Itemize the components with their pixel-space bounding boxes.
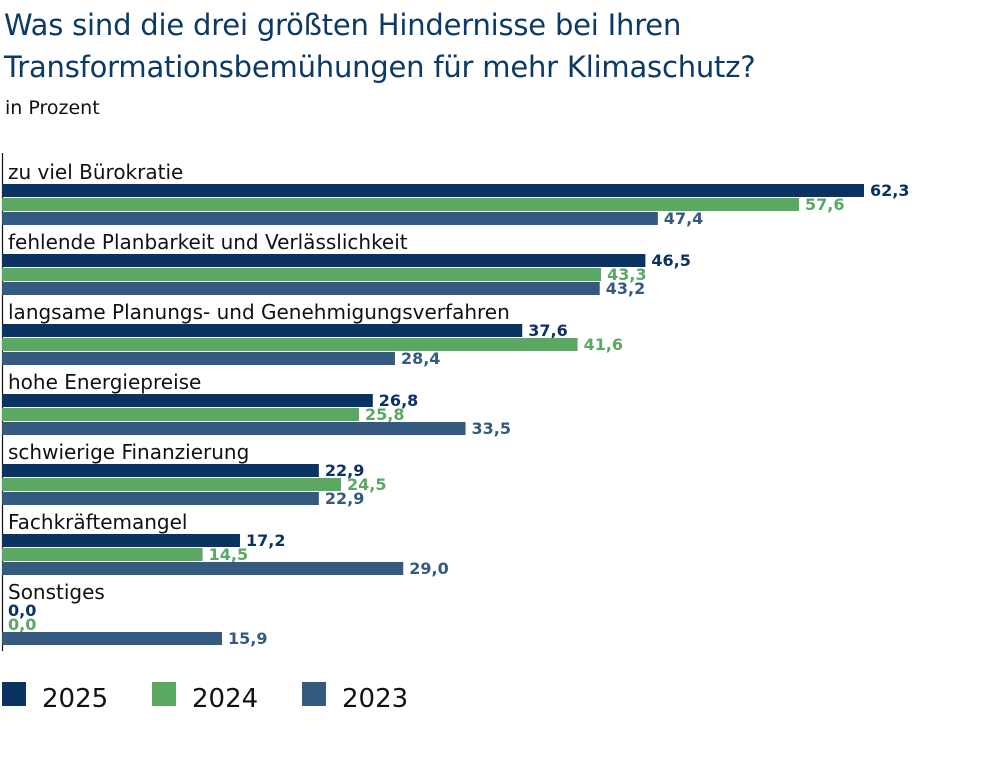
category-label: Sonstiges	[8, 580, 105, 604]
legend-label-2023: 2023	[342, 684, 408, 714]
data-label-2024: 43,3	[607, 265, 646, 284]
bar-2023	[2, 422, 466, 435]
bar-2025	[2, 184, 864, 197]
data-label-2023: 33,5	[472, 419, 511, 438]
data-label-2024: 57,6	[805, 195, 844, 214]
data-label-2025: 17,2	[246, 531, 285, 550]
data-label-2023: 29,0	[409, 559, 448, 578]
data-label-2024: 25,8	[365, 405, 404, 424]
category-label: zu viel Bürokratie	[8, 160, 183, 184]
category-label: fehlende Planbarkeit und Verlässlichkeit	[8, 230, 408, 254]
data-label-2023: 22,9	[325, 489, 364, 508]
bar-2024	[2, 478, 341, 491]
bar-2025	[2, 534, 240, 547]
data-label-2024: 24,5	[347, 475, 386, 494]
legend-swatch-2024	[152, 682, 176, 706]
data-label-2025: 26,8	[379, 391, 418, 410]
data-label-2024: 0,0	[8, 615, 36, 634]
category-label: schwierige Finanzierung	[8, 440, 249, 464]
category-label: langsame Planungs- und Genehmigungsverfa…	[8, 300, 510, 324]
bar-2024	[2, 338, 578, 351]
data-label-2024: 41,6	[584, 335, 623, 354]
legend-swatch-2025	[2, 682, 26, 706]
bar-2025	[2, 464, 319, 477]
legend-label-2024: 2024	[192, 684, 258, 714]
data-label-2025: 22,9	[325, 461, 364, 480]
data-label-2023: 15,9	[228, 629, 267, 648]
category-label: hohe Energiepreise	[8, 370, 201, 394]
bar-2024	[2, 548, 203, 561]
data-label-2025: 0,0	[8, 601, 36, 620]
bar-2023	[2, 282, 600, 295]
bar-2023	[2, 562, 404, 575]
chart-title: Was sind die drei größten Hindernisse be…	[4, 8, 756, 84]
bar-2025	[2, 254, 646, 267]
bar-2023	[2, 492, 319, 505]
bar-2023	[2, 212, 658, 225]
bar-2023	[2, 352, 395, 365]
legend-swatch-2023	[302, 682, 326, 706]
bar-2024	[2, 198, 799, 211]
data-label-2025: 46,5	[651, 251, 690, 270]
data-label-2023: 28,4	[401, 349, 440, 368]
bar-2024	[2, 408, 359, 421]
category-label: Fachkräftemangel	[8, 510, 187, 534]
data-label-2024: 14,5	[209, 545, 248, 564]
bar-2025	[2, 394, 373, 407]
bar-2024	[2, 268, 602, 281]
legend-label-2025: 2025	[42, 684, 108, 714]
data-label-2023: 47,4	[664, 209, 703, 228]
bar-2025	[2, 324, 523, 337]
bar-2023	[2, 632, 222, 645]
data-label-2025: 37,6	[528, 321, 567, 340]
chart-subtitle: in Prozent	[5, 97, 100, 119]
data-label-2023: 43,2	[606, 279, 645, 298]
data-label-2025: 62,3	[870, 181, 909, 200]
